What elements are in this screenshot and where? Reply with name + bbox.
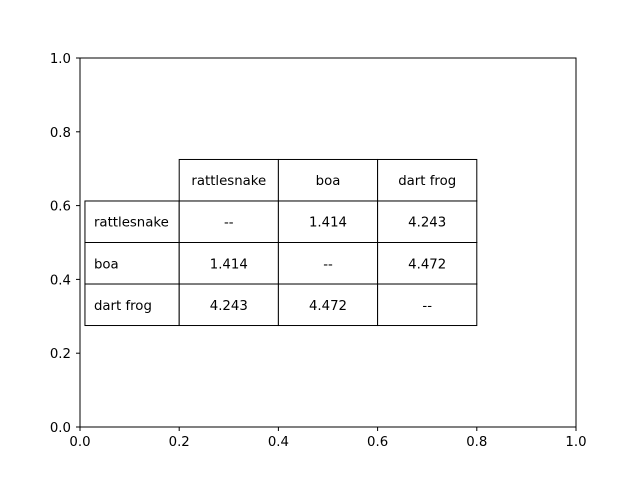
- table-cell-border: [377, 283, 478, 327]
- table-row-header: rattlesnake: [94, 216, 169, 231]
- y-tick-label: 0.8: [50, 126, 71, 141]
- table-cell-border: [178, 242, 279, 285]
- x-tick-label: 0.0: [69, 435, 90, 450]
- x-tick-label: 0.4: [268, 435, 289, 450]
- table-row-header: dart frog: [94, 299, 152, 314]
- y-tick-label: 0.0: [50, 421, 71, 436]
- table-cell-border: [277, 200, 379, 244]
- y-tick-label: 0.2: [50, 347, 71, 362]
- table-cell: --: [422, 299, 432, 314]
- table-cell: 4.243: [210, 299, 248, 314]
- table-col-header: boa: [316, 174, 341, 189]
- table-cell: --: [323, 257, 333, 272]
- y-tick-label: 0.4: [50, 273, 71, 288]
- y-tick-label: 1.0: [50, 52, 71, 67]
- table-cell-border: [178, 283, 279, 327]
- table: rattlesnake boa dart frog rattlesnake -- 1.41…: [84, 158, 478, 327]
- table-cell: 1.414: [210, 257, 248, 272]
- x-axis: 0.0 0.2 0.4 0.6 0.8 1.0: [69, 427, 587, 450]
- table-row-header-border: [84, 283, 180, 327]
- table-cell-border: [377, 200, 478, 244]
- table-col-header: rattlesnake: [191, 174, 266, 189]
- table-cell: 4.243: [408, 216, 446, 231]
- axes-frame: [79, 57, 577, 428]
- table-cell-border: [277, 242, 379, 285]
- table-cell: 4.472: [408, 257, 446, 272]
- table-col-header-border: [377, 158, 478, 202]
- x-tick-label: 0.8: [466, 435, 487, 450]
- table-cell: 1.414: [309, 216, 347, 231]
- x-tick-label: 0.2: [169, 435, 190, 450]
- y-tick-label: 0.6: [50, 200, 71, 215]
- table-cell-border: [377, 242, 478, 285]
- table-cell: --: [224, 216, 234, 231]
- table-cell: 4.472: [309, 299, 347, 314]
- table-col-header: dart frog: [398, 174, 456, 189]
- table-row-header: boa: [94, 257, 119, 272]
- y-axis: 0.0 0.2 0.4 0.6 0.8 1.0: [50, 52, 80, 436]
- table-col-header-border: [178, 158, 279, 202]
- table-row-header-border: [84, 242, 180, 285]
- x-tick-label: 1.0: [565, 435, 586, 450]
- x-tick-label: 0.6: [367, 435, 388, 450]
- table-cell-border: [277, 283, 379, 327]
